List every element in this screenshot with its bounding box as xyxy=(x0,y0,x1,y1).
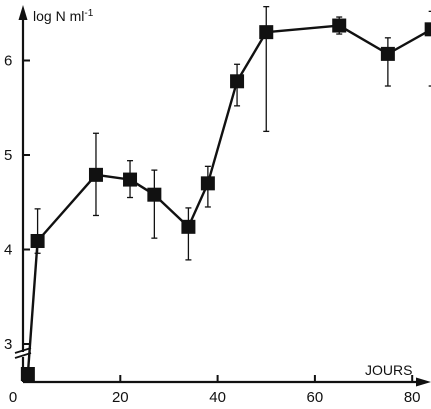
data-point-marker xyxy=(20,367,35,381)
axis-ticks xyxy=(23,59,414,382)
x-tick-label: 40 xyxy=(209,389,226,406)
axis-tick-labels: 0204060801001203456 xyxy=(4,53,421,407)
series-line xyxy=(26,24,431,375)
data-point-marker xyxy=(123,172,138,187)
y-axis-title-superscript: -1 xyxy=(84,8,93,19)
data-point-marker xyxy=(88,167,103,182)
axes xyxy=(14,5,431,387)
data-point-marker xyxy=(259,25,274,40)
y-tick-label: 5 xyxy=(4,147,12,164)
y-tick-label: 3 xyxy=(4,336,12,353)
data-point-marker xyxy=(424,22,431,37)
data-point-marker xyxy=(380,46,395,61)
x-tick-label: 80 xyxy=(404,389,421,406)
x-axis-arrow xyxy=(416,377,431,387)
y-axis-title-main: log N ml xyxy=(33,8,84,24)
y-axis-arrow xyxy=(18,5,28,20)
data-point-marker xyxy=(332,18,347,33)
axis-break-mark-top xyxy=(14,347,32,354)
data-point-marker xyxy=(230,74,245,89)
y-axis-title: log N ml-1 xyxy=(33,8,94,24)
y-tick-label: 6 xyxy=(4,53,12,70)
y-tick-label: 4 xyxy=(4,242,12,259)
x-axis-title: JOURS xyxy=(365,362,412,378)
data-point-marker xyxy=(30,233,45,248)
data-points xyxy=(20,18,431,381)
data-point-marker xyxy=(181,219,196,234)
x-tick-label: 60 xyxy=(307,389,324,406)
x-tick-label: 20 xyxy=(112,389,129,406)
data-point-marker xyxy=(147,187,162,202)
data-point-marker xyxy=(200,176,215,191)
x-tick-label: 0 xyxy=(9,389,17,406)
